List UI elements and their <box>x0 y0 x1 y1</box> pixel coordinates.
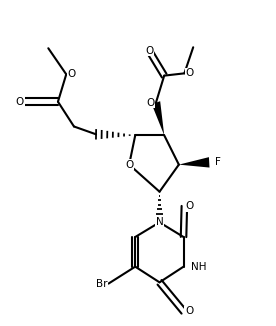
Text: O: O <box>125 160 133 170</box>
Text: O: O <box>186 201 194 211</box>
Text: N: N <box>156 217 163 227</box>
Text: NH: NH <box>191 262 206 272</box>
Polygon shape <box>179 157 209 168</box>
Text: O: O <box>68 69 76 79</box>
Text: Br: Br <box>95 279 107 289</box>
Text: O: O <box>186 68 194 78</box>
Text: O: O <box>146 98 155 108</box>
Text: O: O <box>145 46 153 55</box>
Text: O: O <box>185 306 193 316</box>
Text: O: O <box>16 97 24 107</box>
Polygon shape <box>152 101 164 135</box>
Text: F: F <box>215 157 221 167</box>
